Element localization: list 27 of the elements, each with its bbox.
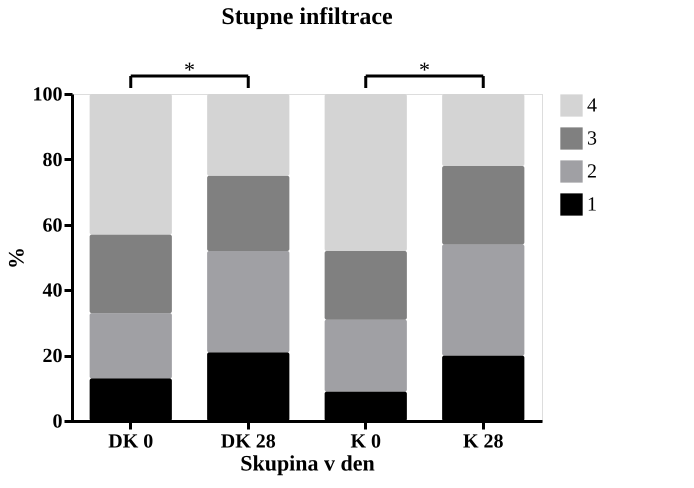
legend-label: 1 [587,194,597,216]
bar [90,234,172,314]
x-tick-label: K 28 [462,430,504,452]
x-axis-title: Skupina v den [240,450,375,476]
bar [324,250,407,320]
legend-label: 3 [587,128,597,150]
y-tick-label: 100 [32,84,62,106]
x-tick-label: DK 28 [220,430,276,452]
bar [324,320,407,392]
y-axis-title: % [4,247,28,269]
y-tick-label: 20 [42,345,62,368]
bar [207,250,290,352]
text: * [419,57,430,82]
bar [90,313,172,378]
text: * [184,57,195,82]
y-tick-label: 80 [42,148,62,171]
legend-label: 4 [587,94,597,116]
x-tick-label: DK 0 [108,430,154,452]
y-tick-label: 60 [42,214,62,236]
y-tick-label: 40 [42,280,62,302]
x-tick-label: K 0 [350,430,382,452]
y-tick-label: 0 [52,410,62,432]
bar [442,244,524,356]
chart-title: Stupne infiltrace [221,4,394,30]
legend-label: 2 [587,160,597,182]
bar [207,176,290,251]
bar [442,166,524,244]
